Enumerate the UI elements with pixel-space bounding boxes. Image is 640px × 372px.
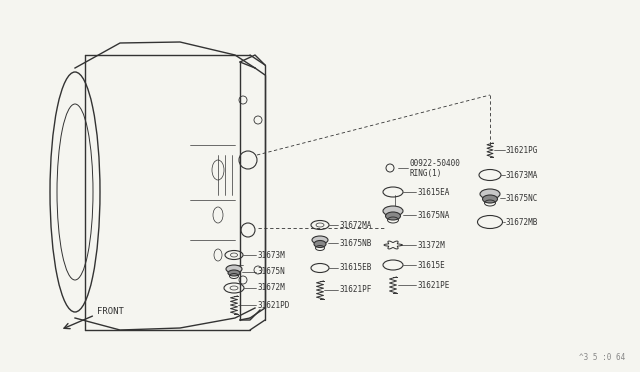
Text: 31615EA: 31615EA (417, 187, 449, 196)
Text: 31621PG: 31621PG (506, 145, 538, 154)
Text: RING(1): RING(1) (409, 169, 442, 177)
Text: 31675N: 31675N (257, 267, 285, 276)
Text: 31615EB: 31615EB (339, 263, 371, 273)
Ellipse shape (383, 206, 403, 216)
Text: 31675NA: 31675NA (417, 211, 449, 219)
Ellipse shape (480, 189, 500, 199)
Text: 31621PD: 31621PD (257, 301, 289, 310)
Ellipse shape (226, 265, 242, 273)
Text: ^3 5 :0 64: ^3 5 :0 64 (579, 353, 625, 362)
Text: 31621PE: 31621PE (417, 280, 449, 289)
Text: 31675NB: 31675NB (339, 238, 371, 247)
Ellipse shape (314, 241, 326, 247)
Text: 31672MA: 31672MA (339, 221, 371, 230)
Ellipse shape (483, 195, 497, 203)
Text: 31673MA: 31673MA (506, 170, 538, 180)
Text: 31372M: 31372M (417, 241, 445, 250)
Ellipse shape (312, 236, 328, 244)
Text: 31615E: 31615E (417, 260, 445, 269)
Text: FRONT: FRONT (97, 308, 124, 317)
Text: 31672MB: 31672MB (506, 218, 538, 227)
Ellipse shape (385, 212, 401, 220)
Text: 31621PF: 31621PF (339, 285, 371, 295)
Text: 31672M: 31672M (257, 283, 285, 292)
Text: 31673M: 31673M (257, 250, 285, 260)
Ellipse shape (228, 270, 240, 276)
Text: 31675NC: 31675NC (506, 193, 538, 202)
Text: 00922-50400: 00922-50400 (409, 158, 460, 167)
